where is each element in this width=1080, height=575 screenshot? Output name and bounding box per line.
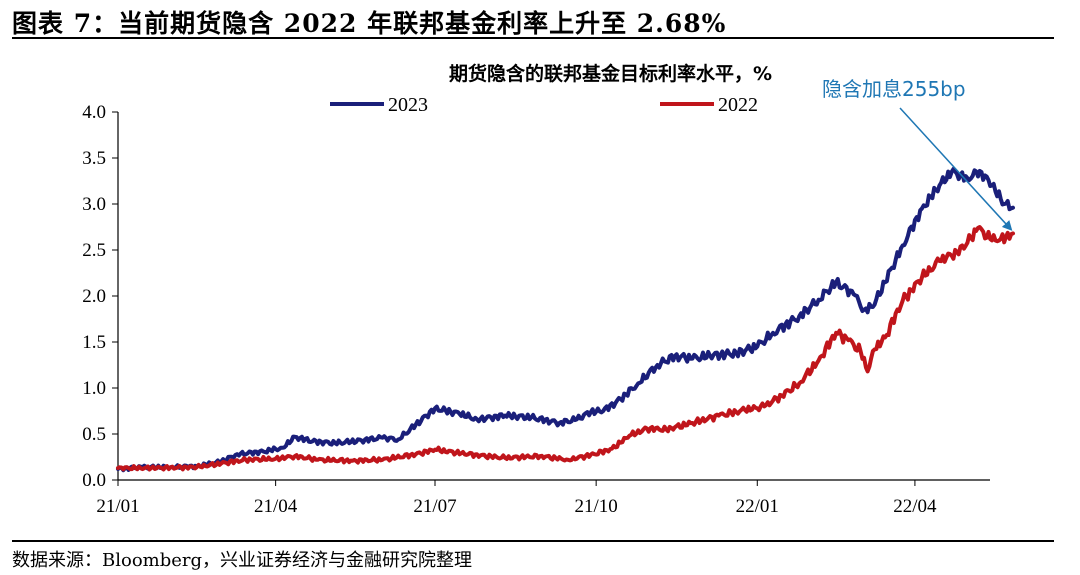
x-tick-label: 22/04 bbox=[893, 496, 937, 517]
series-layer bbox=[116, 167, 1015, 473]
line-chart: 期货隐含的联邦基金目标利率水平，% 0.0 0.5 1.0 1.5 2.0 2.5 3.0 3… bbox=[82, 62, 1015, 517]
y-tick-label: 0.5 bbox=[82, 424, 106, 445]
y-tick-label: 0.0 bbox=[82, 470, 106, 491]
y-tick-label: 2.0 bbox=[82, 286, 106, 307]
x-tick-label: 21/10 bbox=[575, 496, 618, 517]
top-rule bbox=[12, 37, 1054, 39]
y-tick-label: 2.5 bbox=[82, 240, 106, 261]
legend: 2023 2022 bbox=[330, 94, 758, 116]
legend-label-2023: 2023 bbox=[388, 94, 428, 116]
chart-title: 期货隐含的联邦基金目标利率水平，% bbox=[449, 62, 772, 85]
figure-title: 图表 7：当前期货隐含 2022 年联邦基金利率上升至 2.68% bbox=[12, 9, 727, 38]
x-tick-label: 21/01 bbox=[96, 496, 139, 517]
y-tick-label: 1.0 bbox=[82, 378, 106, 399]
y-tick-label: 3.5 bbox=[82, 148, 106, 169]
legend-label-2022: 2022 bbox=[718, 94, 758, 116]
annotation: 隐含加息255bp bbox=[822, 77, 1013, 231]
bottom-rule bbox=[12, 540, 1054, 542]
y-tick-label: 1.5 bbox=[82, 332, 106, 353]
axes: 0.0 0.5 1.0 1.5 2.0 2.5 3.0 3.5 4.0 21/01 21/04 21/… bbox=[82, 102, 990, 517]
x-tick-label: 21/04 bbox=[254, 496, 298, 517]
source-note: 数据来源：Bloomberg，兴业证券经济与金融研究院整理 bbox=[12, 550, 473, 571]
y-tick-label: 3.0 bbox=[82, 194, 106, 215]
series-line-2023 bbox=[116, 167, 1015, 473]
series-line-2022 bbox=[116, 225, 1015, 472]
y-tick-label: 4.0 bbox=[82, 102, 106, 123]
annotation-arrow bbox=[899, 107, 1013, 231]
annotation-label: 隐含加息255bp bbox=[822, 77, 966, 101]
x-tick-label: 21/07 bbox=[413, 496, 456, 517]
x-tick-label: 22/01 bbox=[736, 496, 779, 517]
